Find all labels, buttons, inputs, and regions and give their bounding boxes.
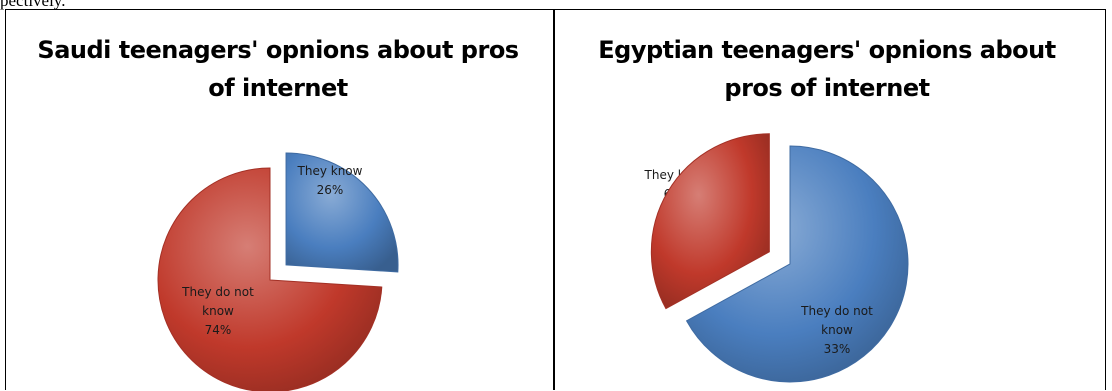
pie-slice-first (685, 145, 909, 383)
pie-slice-second (650, 133, 770, 310)
egypt-chart-panel: Egyptian teenagers' opnions about pros o… (557, 10, 1097, 391)
pie-slice-second (157, 167, 383, 391)
table-divider (553, 10, 555, 390)
pie-chart-saudi: They know 26% They do not know 74% (157, 152, 399, 391)
pie-slice-first (285, 152, 399, 273)
chart-title: Saudi teenagers' opnions about pros of i… (37, 36, 519, 102)
figure-table: Saudi teenagers' opnions about pros of i… (5, 9, 1106, 391)
slice-data-label: They know 26% (297, 164, 363, 197)
cropped-body-text: pectively. (0, 0, 66, 10)
slice-data-label: They do not know 33% (800, 304, 873, 356)
slice-data-label: They do not know 74% (181, 285, 254, 337)
saudi-chart-panel: Saudi teenagers' opnions about pros of i… (8, 10, 548, 391)
chart-title: Egyptian teenagers' opnions about pros o… (598, 36, 1056, 102)
